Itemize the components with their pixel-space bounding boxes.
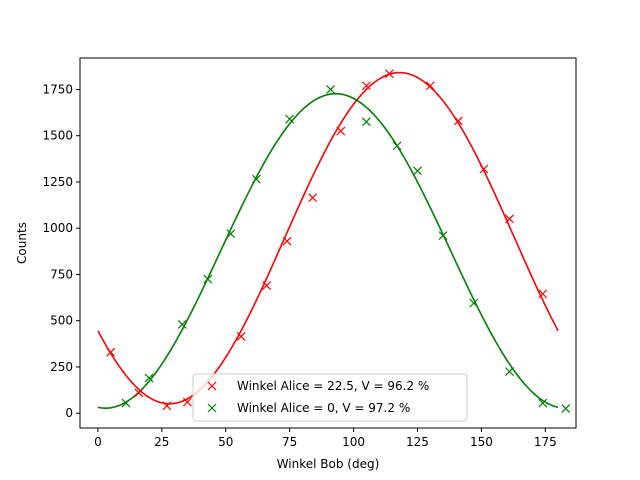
y-tick-label: 500 (50, 314, 73, 328)
data-point-series-0 (162, 401, 172, 411)
data-point-series-1 (392, 141, 402, 151)
y-tick-label: 250 (50, 360, 73, 374)
x-axis-ticks: 0 25 50 75 100 125 150 175 (94, 428, 557, 449)
legend-entry-red: Winkel Alice = 22.5, V = 96.2 % (207, 379, 429, 393)
y-tick-label: 1500 (42, 129, 73, 143)
y-tick-label: 750 (50, 267, 73, 281)
x-tick-label: 175 (534, 435, 557, 449)
data-point-series-1 (177, 319, 187, 329)
legend-label-red: Winkel Alice = 22.5, V = 96.2 % (237, 379, 429, 393)
data-point-series-0 (425, 81, 435, 91)
x-tick-label: 50 (218, 435, 233, 449)
data-point-series-0 (479, 164, 489, 174)
data-point-series-1 (538, 398, 548, 408)
y-tick-label: 1750 (42, 82, 73, 96)
data-markers (106, 69, 571, 413)
legend-x-mark (207, 403, 217, 413)
x-tick-label: 125 (406, 435, 429, 449)
legend-label-green: Winkel Alice = 0, V = 97.2 % (237, 401, 410, 415)
x-tick-label: 25 (154, 435, 169, 449)
data-point-series-0 (336, 126, 346, 136)
legend-box (192, 373, 468, 422)
legend-marker-green-x (207, 403, 217, 413)
data-point-series-1 (505, 367, 514, 376)
fit-curve-series-1 (97, 92, 559, 410)
data-point-series-0 (505, 214, 514, 224)
y-tick-label: 1000 (42, 221, 73, 235)
data-point-series-0 (106, 347, 116, 357)
plot-area (79, 57, 577, 429)
data-point-series-1 (326, 85, 335, 94)
legend-marker-red-x (207, 381, 217, 391)
data-point-series-1 (285, 114, 295, 124)
data-point-series-0 (182, 397, 192, 407)
data-point-series-0 (134, 388, 144, 398)
x-tick-label: 100 (342, 435, 365, 449)
data-point-series-0 (282, 236, 292, 246)
data-point-series-0 (453, 116, 463, 126)
legend: Winkel Alice = 22.5, V = 96.2 % Winkel A… (192, 373, 468, 422)
data-point-series-0 (236, 332, 246, 341)
data-point-series-1 (561, 404, 571, 413)
data-point-series-1 (121, 398, 131, 408)
x-tick-label: 75 (282, 435, 297, 449)
legend-entries: Winkel Alice = 22.5, V = 96.2 % Winkel A… (207, 379, 429, 415)
y-axis-ticks: 0 250 500 750 1000 1250 1500 1750 (42, 82, 80, 420)
data-point-series-0 (384, 69, 394, 79)
data-point-series-1 (203, 274, 213, 284)
data-point-series-1 (413, 166, 422, 176)
data-point-series-1 (144, 373, 154, 383)
data-point-series-0 (361, 81, 371, 91)
legend-entry-green: Winkel Alice = 0, V = 97.2 % (207, 401, 410, 415)
data-point-series-0 (538, 289, 548, 299)
data-point-series-0 (308, 193, 318, 203)
y-tick-label: 1250 (42, 175, 73, 189)
data-point-series-1 (438, 231, 448, 241)
data-point-series-1 (469, 298, 479, 308)
data-point-series-1 (226, 229, 236, 239)
y-tick-label: 0 (65, 406, 73, 420)
x-tick-label: 0 (94, 435, 102, 449)
axes-frame (79, 57, 577, 429)
x-axis-label: Winkel Bob (deg) (277, 457, 380, 471)
data-point-series-1 (361, 117, 371, 127)
x-tick-label: 150 (470, 435, 493, 449)
legend-x-mark (207, 381, 217, 391)
y-axis-label: Counts (15, 222, 29, 264)
data-point-series-1 (251, 174, 261, 184)
data-point-series-0 (262, 281, 272, 290)
